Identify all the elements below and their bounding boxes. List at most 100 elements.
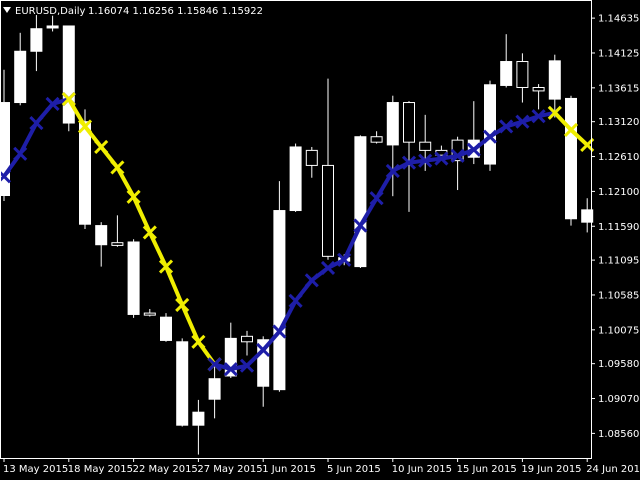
candle-body: [532, 86, 545, 92]
candle-body: [127, 241, 140, 315]
candle-body: [305, 149, 318, 166]
candle-body: [62, 25, 75, 124]
candle-body: [160, 316, 172, 341]
candle: [30, 15, 43, 72]
candle-body: [208, 378, 221, 400]
indicator-marker: [272, 324, 287, 339]
indicator-marker: [353, 218, 368, 233]
x-tick-label: 15 Jun 2015: [457, 464, 517, 475]
candle-body: [30, 28, 43, 52]
y-tick-label: 1.13615: [598, 83, 639, 94]
indicator-marker: [126, 189, 141, 204]
x-tick-label: 18 May 2015: [68, 464, 133, 475]
y-tick-label: 1.12100: [598, 187, 639, 198]
indicator-layer: [0, 92, 595, 377]
indicator-marker: [158, 259, 174, 274]
indicator-marker: [385, 163, 400, 178]
candle-body: [370, 136, 383, 143]
indicator-marker: [304, 273, 319, 288]
indicator-marker: [320, 260, 336, 276]
candle: [176, 338, 189, 427]
candle: [0, 69, 10, 201]
candle-body: [176, 341, 189, 426]
candle: [548, 54, 561, 118]
indicator-marker: [531, 109, 546, 124]
indicator-marker: [110, 160, 125, 175]
candle-body: [548, 60, 561, 100]
indicator-marker: [45, 96, 60, 111]
y-tick-label: 1.13120: [598, 117, 639, 128]
indicator-marker: [29, 115, 44, 131]
indicator-marker: [61, 92, 76, 107]
candle-body: [581, 209, 594, 223]
indicator-marker: [466, 142, 481, 157]
indicator-marker: [0, 169, 12, 184]
indicator-marker: [547, 105, 562, 120]
candle: [208, 362, 221, 419]
candle-body: [46, 25, 59, 29]
candle-body: [484, 84, 496, 165]
chart-header: EURUSD,Daily 1.16074 1.16256 1.15846 1.1…: [3, 6, 263, 17]
ohlc-label: 1.16074 1.16256 1.15846 1.15922: [88, 6, 263, 17]
indicator-marker: [239, 358, 255, 373]
candle-body: [14, 50, 27, 104]
candle-body: [386, 102, 399, 146]
candle: [127, 239, 140, 318]
x-tick-label: 22 May 2015: [133, 464, 198, 475]
candle: [354, 135, 367, 268]
candle: [532, 84, 545, 110]
candle: [46, 15, 59, 32]
indicator-marker: [94, 139, 109, 155]
dropdown-arrow-icon[interactable]: [3, 7, 11, 13]
indicator-marker: [515, 114, 530, 129]
candle: [305, 146, 318, 178]
candle-body: [241, 335, 253, 343]
y-tick-label: 1.10075: [598, 325, 639, 336]
y-tick-label: 1.11095: [598, 256, 639, 267]
indicator-line: [67, 98, 217, 366]
candle-body: [516, 61, 529, 88]
indicator-marker: [77, 119, 93, 134]
candle-body: [354, 136, 367, 268]
candle: [192, 399, 205, 455]
candle-body: [322, 164, 334, 257]
candle-body: [111, 242, 124, 246]
candle: [581, 198, 594, 233]
x-tick-label: 5 Jun 2015: [327, 464, 381, 475]
candle-body: [79, 121, 91, 225]
x-tick-label: 1 Jun 2015: [262, 464, 316, 475]
indicator-marker: [288, 293, 303, 308]
plot-frame: [0, 0, 592, 459]
indicator-marker: [563, 122, 579, 137]
x-tick-label: 24 Jun 2015: [586, 464, 640, 475]
x-tick-label: 27 May 2015: [197, 464, 262, 475]
indicator-marker: [369, 191, 384, 206]
y-tick-label: 1.11590: [598, 222, 639, 233]
y-tick-label: 1.10585: [598, 290, 639, 301]
indicator-marker: [418, 153, 433, 168]
axis-layer: [0, 0, 592, 459]
candle-body: [95, 225, 108, 246]
candle-body: [403, 102, 415, 143]
indicator-marker: [450, 148, 465, 163]
candle: [403, 101, 415, 212]
candle: [14, 32, 27, 106]
candle: [160, 313, 172, 342]
candle: [273, 181, 286, 392]
indicator-marker: [256, 342, 271, 358]
candle: [565, 95, 577, 226]
candle-body: [289, 146, 302, 212]
candle: [516, 53, 529, 103]
candle: [386, 95, 399, 197]
candle-body: [143, 312, 156, 316]
y-tick-label: 1.08560: [598, 429, 639, 440]
indicator-marker: [337, 252, 352, 267]
indicator-marker: [401, 155, 417, 170]
candle: [500, 34, 513, 88]
candle: [111, 215, 124, 247]
candles-layer: [0, 15, 594, 455]
indicator-marker: [175, 297, 190, 312]
candle: [289, 143, 302, 212]
indicator-marker: [13, 146, 28, 161]
x-tick-label: 13 May 2015: [3, 464, 68, 475]
